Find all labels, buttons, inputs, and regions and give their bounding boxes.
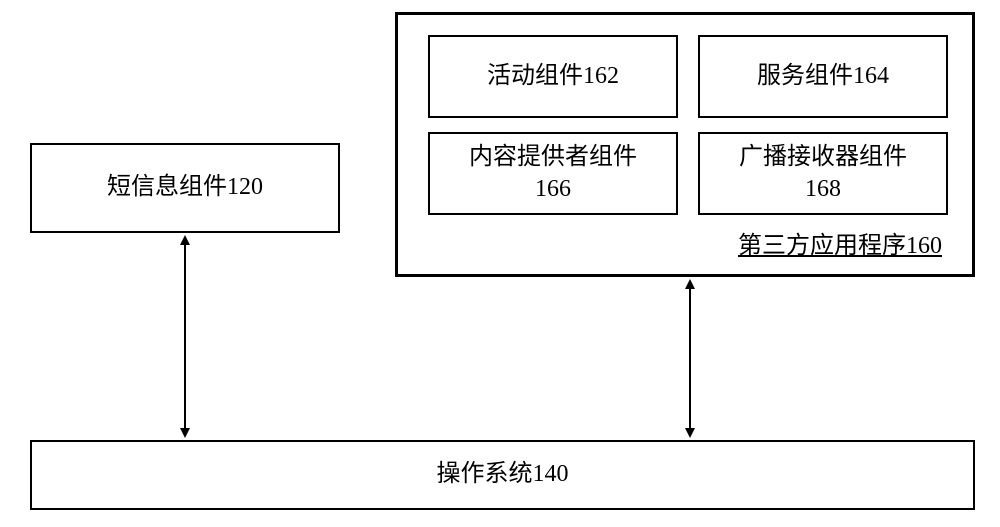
sms-component-box: 短信息组件120 xyxy=(30,143,340,233)
service-component-label: 服务组件164 xyxy=(757,61,889,92)
broadcast-receiver-component-label: 广播接收器组件 168 xyxy=(739,142,907,204)
third-party-app-title: 第三方应用程序160 xyxy=(738,225,942,260)
sms-component-label: 短信息组件120 xyxy=(107,172,263,203)
third-party-app-box: 活动组件162 服务组件164 内容提供者组件 166 广播接收器组件 168 … xyxy=(395,12,975,277)
content-provider-component-box: 内容提供者组件 166 xyxy=(428,132,678,215)
content-provider-component-label: 内容提供者组件 166 xyxy=(469,142,637,204)
service-component-box: 服务组件164 xyxy=(698,35,948,118)
broadcast-receiver-component-box: 广播接收器组件 168 xyxy=(698,132,948,215)
activity-component-box: 活动组件162 xyxy=(428,35,678,118)
os-box: 操作系统140 xyxy=(30,440,975,510)
activity-component-label: 活动组件162 xyxy=(487,61,619,92)
os-label: 操作系统140 xyxy=(437,459,569,490)
diagram-canvas: 短信息组件120 活动组件162 服务组件164 内容提供者组件 166 广播接… xyxy=(0,0,1000,527)
app-components-grid: 活动组件162 服务组件164 内容提供者组件 166 广播接收器组件 168 xyxy=(428,35,948,215)
